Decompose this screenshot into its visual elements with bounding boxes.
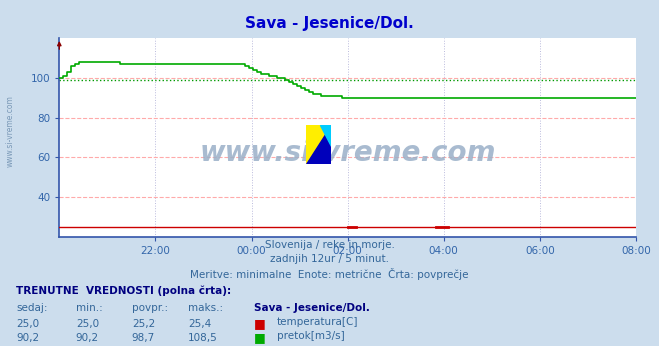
Text: 25,4: 25,4	[188, 319, 211, 329]
Text: Slovenija / reke in morje.: Slovenija / reke in morje.	[264, 240, 395, 251]
Text: 25,0: 25,0	[16, 319, 40, 329]
Polygon shape	[306, 125, 331, 164]
Text: TRENUTNE  VREDNOSTI (polna črta):: TRENUTNE VREDNOSTI (polna črta):	[16, 285, 231, 296]
Text: temperatura[C]: temperatura[C]	[277, 317, 358, 327]
Text: 25,2: 25,2	[132, 319, 155, 329]
Text: 98,7: 98,7	[132, 333, 155, 343]
Text: min.:: min.:	[76, 303, 103, 313]
Text: www.si-vreme.com: www.si-vreme.com	[5, 95, 14, 167]
Polygon shape	[320, 125, 331, 146]
Text: Meritve: minimalne  Enote: metrične  Črta: povprečje: Meritve: minimalne Enote: metrične Črta:…	[190, 268, 469, 280]
Polygon shape	[306, 125, 331, 164]
Text: 90,2: 90,2	[76, 333, 99, 343]
Text: ■: ■	[254, 331, 266, 344]
Text: zadnjih 12ur / 5 minut.: zadnjih 12ur / 5 minut.	[270, 254, 389, 264]
Text: 90,2: 90,2	[16, 333, 40, 343]
Text: Sava - Jesenice/Dol.: Sava - Jesenice/Dol.	[254, 303, 370, 313]
Text: ■: ■	[254, 317, 266, 330]
Text: maks.:: maks.:	[188, 303, 223, 313]
Text: 25,0: 25,0	[76, 319, 99, 329]
Text: www.si-vreme.com: www.si-vreme.com	[200, 139, 496, 167]
Text: pretok[m3/s]: pretok[m3/s]	[277, 331, 345, 341]
Text: 108,5: 108,5	[188, 333, 217, 343]
Text: povpr.:: povpr.:	[132, 303, 168, 313]
Text: Sava - Jesenice/Dol.: Sava - Jesenice/Dol.	[245, 16, 414, 30]
Text: sedaj:: sedaj:	[16, 303, 48, 313]
